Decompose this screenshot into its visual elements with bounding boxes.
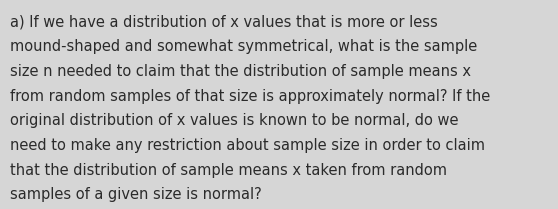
Text: mound-shaped and somewhat symmetrical, what is the sample: mound-shaped and somewhat symmetrical, w… (10, 39, 477, 54)
Text: a) If we have a distribution of x values that is more or less: a) If we have a distribution of x values… (10, 15, 438, 30)
Text: original distribution of x values is known to be normal, do we: original distribution of x values is kno… (10, 113, 459, 128)
Text: that the distribution of sample means x taken from random: that the distribution of sample means x … (10, 163, 447, 178)
Text: size n needed to claim that the distribution of sample means x: size n needed to claim that the distribu… (10, 64, 471, 79)
Text: need to make any restriction about sample size in order to claim: need to make any restriction about sampl… (10, 138, 485, 153)
Text: from random samples of that size is approximately normal? If the: from random samples of that size is appr… (10, 89, 490, 104)
Text: samples of a given size is normal?: samples of a given size is normal? (10, 187, 262, 202)
